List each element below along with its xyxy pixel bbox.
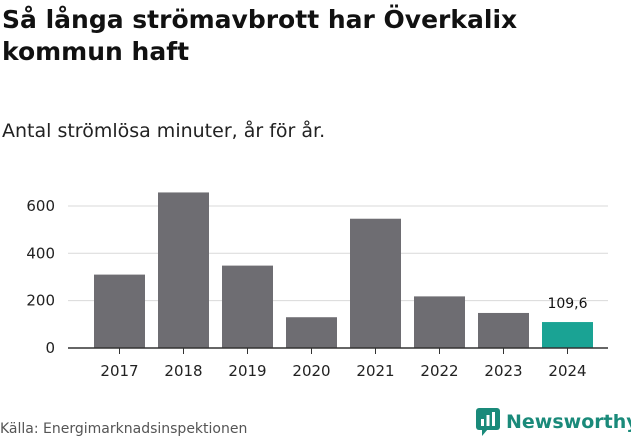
data-label-2024: 109,6	[547, 296, 587, 312]
bar-2020	[286, 317, 337, 348]
bar-2024	[542, 322, 593, 348]
x-tick-label: 2020	[292, 362, 330, 380]
x-tick-label: 2017	[100, 362, 138, 380]
y-tick-label: 200	[26, 292, 55, 310]
newsworthy-logo-icon	[476, 408, 500, 436]
x-tick-label: 2019	[228, 362, 266, 380]
bar-2022	[414, 296, 465, 348]
bar-2023	[478, 312, 529, 348]
bar-2021	[350, 218, 401, 348]
x-tick-label: 2021	[356, 362, 394, 380]
y-tick-label: 600	[26, 197, 55, 215]
brand-name: Newsworthy	[506, 411, 631, 433]
x-tick-label: 2022	[420, 362, 458, 380]
x-tick-label: 2024	[548, 362, 586, 380]
y-tick-label: 0	[45, 339, 55, 357]
y-tick-label: 400	[26, 244, 55, 262]
x-tick-label: 2023	[484, 362, 522, 380]
source-note: Källa: Energimarknadsinspektionen	[0, 421, 248, 437]
bar-2017	[94, 274, 145, 348]
newsworthy-brand: Newsworthy	[476, 408, 631, 436]
bar-chart: 0 200 400 600 2017 2018 2019 2020 2021 2022 2023 20…	[26, 192, 608, 380]
chart-subtitle: Antal strömlösa minuter, år för år.	[2, 120, 326, 142]
x-tick-label: 2018	[164, 362, 202, 380]
bar-2018	[158, 192, 209, 348]
bar-2019	[222, 265, 273, 348]
chart-title: Så långa strömavbrott har Överkalix komm…	[2, 5, 518, 66]
